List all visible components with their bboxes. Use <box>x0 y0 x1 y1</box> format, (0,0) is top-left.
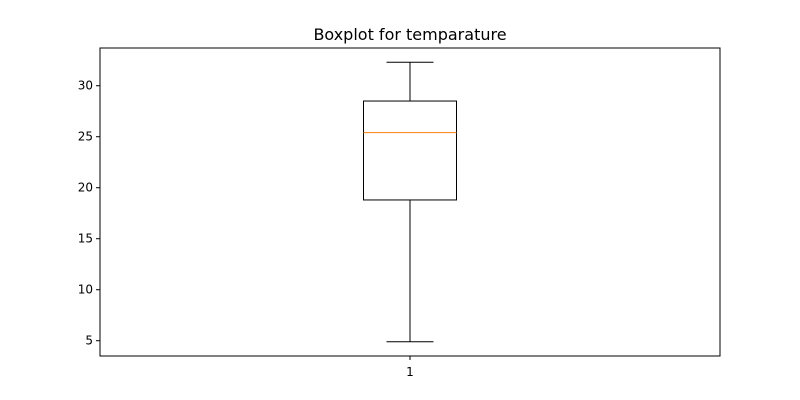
plot-area-frame <box>99 47 721 357</box>
y-tick-label: 30 <box>78 79 93 93</box>
y-tick-label: 15 <box>78 232 93 246</box>
box-group <box>363 61 457 343</box>
y-tick-label: 10 <box>78 283 93 297</box>
iqr-box <box>363 100 457 201</box>
x-tick-label: 1 <box>406 365 414 379</box>
y-tick-label: 25 <box>78 130 93 144</box>
y-tick-label: 20 <box>78 181 93 195</box>
x-axis-ticks: 1 <box>406 356 414 379</box>
y-tick-label: 5 <box>85 334 93 348</box>
chart-title: Boxplot for temparature <box>313 25 506 44</box>
y-axis-ticks: 5 10 15 20 25 30 <box>78 79 100 348</box>
